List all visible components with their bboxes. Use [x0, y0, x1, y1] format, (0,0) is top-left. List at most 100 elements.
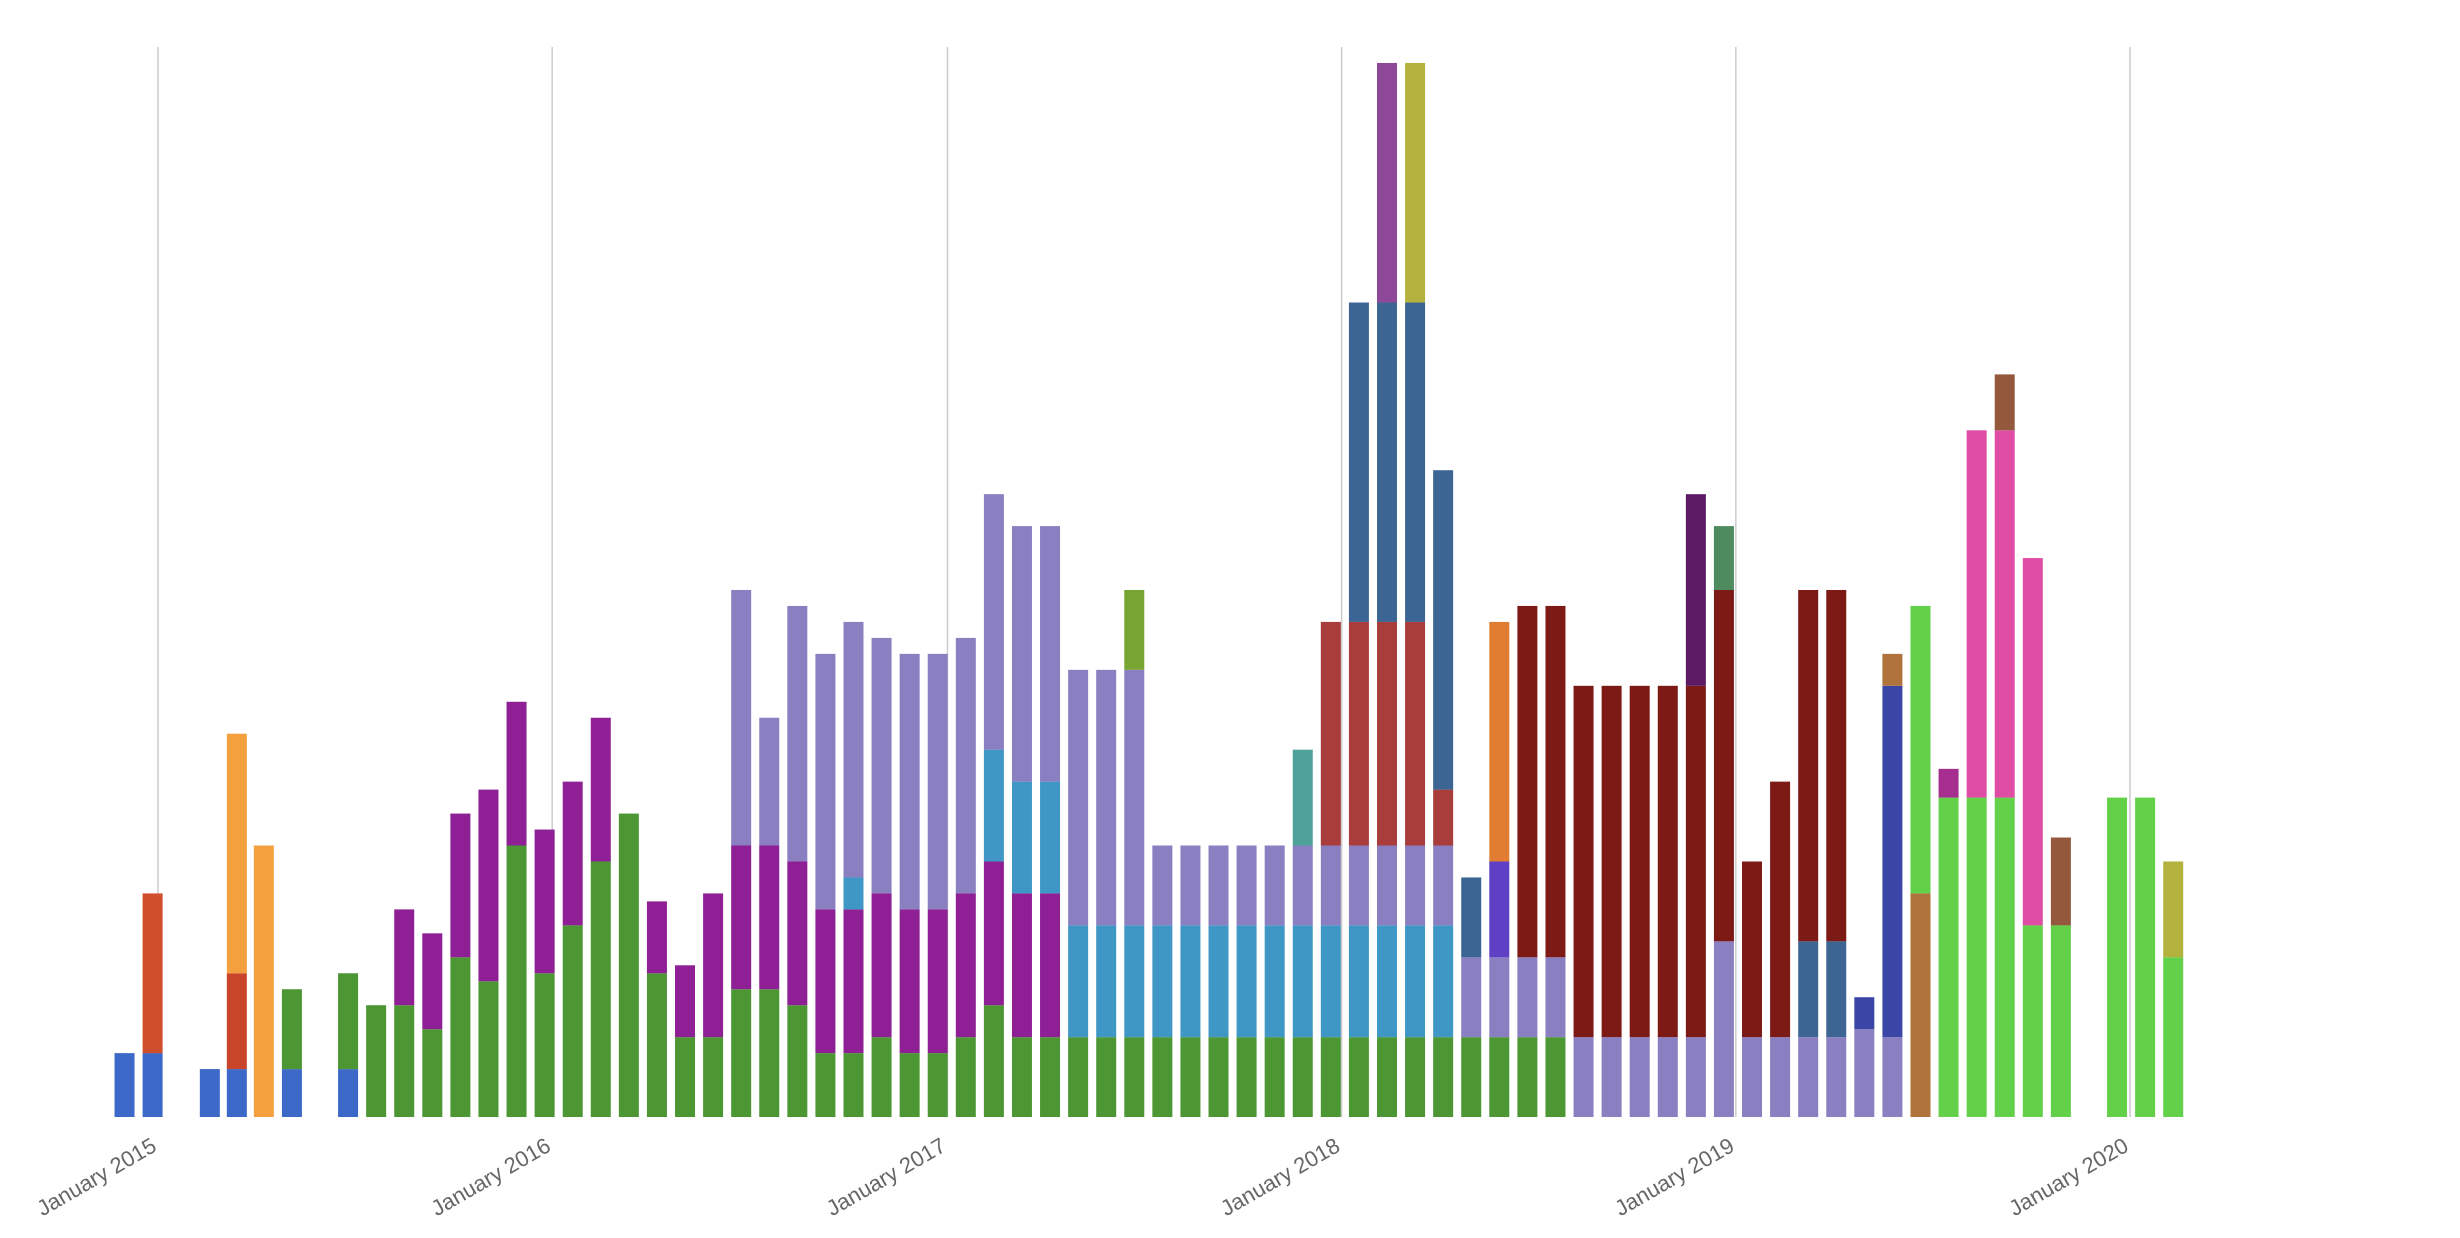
bar-segment[interactable] [1180, 1037, 1201, 1117]
bar-segment[interactable] [759, 989, 780, 1117]
bar-stack[interactable] [2050, 837, 2071, 1117]
bar-segment[interactable] [1152, 925, 1173, 1038]
bar-stack[interactable] [506, 701, 527, 1117]
bar-stack[interactable] [450, 813, 471, 1117]
bar-stack[interactable] [199, 1069, 220, 1117]
bar-stack[interactable] [955, 637, 976, 1117]
bar-stack[interactable] [562, 781, 583, 1117]
bar-stack[interactable] [1264, 845, 1285, 1117]
bar-segment[interactable] [394, 1005, 415, 1117]
bar-segment[interactable] [1068, 669, 1089, 926]
bar-segment[interactable] [927, 909, 948, 1054]
bar-stack[interactable] [281, 989, 302, 1117]
bar-segment[interactable] [1657, 1037, 1678, 1117]
bar-segment[interactable] [1938, 768, 1959, 798]
bar-segment[interactable] [646, 973, 667, 1117]
bar-stack[interactable] [478, 789, 499, 1117]
bar-stack[interactable] [1770, 781, 1791, 1117]
bar-segment[interactable] [1320, 925, 1341, 1038]
bar-segment[interactable] [534, 973, 555, 1117]
bar-stack[interactable] [1994, 374, 2015, 1117]
bar-segment[interactable] [1910, 605, 1931, 894]
bar-segment[interactable] [1461, 1037, 1482, 1117]
bar-segment[interactable] [1433, 845, 1454, 926]
bar-segment[interactable] [675, 1037, 696, 1117]
bar-segment[interactable] [226, 733, 247, 974]
bar-segment[interactable] [1826, 589, 1847, 942]
bar-segment[interactable] [1685, 685, 1706, 1038]
bar-segment[interactable] [759, 845, 780, 990]
bar-segment[interactable] [646, 901, 667, 974]
bar-stack[interactable] [1545, 605, 1566, 1117]
bar-segment[interactable] [815, 1053, 836, 1117]
bar-segment[interactable] [394, 909, 415, 1006]
bar-segment[interactable] [983, 1005, 1004, 1117]
bar-stack[interactable] [1601, 685, 1622, 1117]
bar-segment[interactable] [703, 1037, 724, 1117]
bar-segment[interactable] [1011, 781, 1032, 894]
bar-segment[interactable] [1545, 605, 1566, 958]
bar-segment[interactable] [1994, 430, 2015, 798]
bar-segment[interactable] [2022, 558, 2043, 926]
bar-segment[interactable] [590, 717, 611, 862]
bar-stack[interactable] [1629, 685, 1650, 1117]
bar-segment[interactable] [1601, 685, 1622, 1038]
bar-segment[interactable] [1152, 845, 1173, 926]
bar-segment[interactable] [562, 781, 583, 926]
bar-segment[interactable] [1798, 941, 1819, 1038]
bar-stack[interactable] [1657, 685, 1678, 1117]
bar-segment[interactable] [1376, 845, 1397, 926]
bar-segment[interactable] [1180, 925, 1201, 1038]
bar-segment[interactable] [1405, 845, 1426, 926]
bar-segment[interactable] [422, 933, 443, 1030]
bar-segment[interactable] [1348, 925, 1369, 1038]
bar-segment[interactable] [1854, 1029, 1875, 1117]
bar-segment[interactable] [618, 813, 639, 1117]
bar-segment[interactable] [815, 909, 836, 1054]
bar-segment[interactable] [1545, 957, 1566, 1038]
bar-segment[interactable] [1854, 997, 1875, 1030]
bar-stack[interactable] [1011, 526, 1032, 1117]
bar-segment[interactable] [1348, 302, 1369, 622]
bar-segment[interactable] [1040, 781, 1061, 894]
bar-segment[interactable] [1489, 861, 1510, 958]
bar-segment[interactable] [1040, 893, 1061, 1038]
bar-segment[interactable] [1320, 621, 1341, 846]
bar-segment[interactable] [506, 701, 527, 846]
bar-segment[interactable] [1826, 1037, 1847, 1117]
bar-segment[interactable] [675, 965, 696, 1038]
bar-segment[interactable] [1292, 845, 1313, 926]
bar-stack[interactable] [1966, 430, 1987, 1117]
bar-stack[interactable] [927, 653, 948, 1117]
bar-segment[interactable] [1376, 925, 1397, 1038]
bar-segment[interactable] [843, 909, 864, 1054]
bar-segment[interactable] [983, 749, 1004, 862]
bar-segment[interactable] [1433, 789, 1454, 846]
bar-segment[interactable] [703, 893, 724, 1038]
bar-segment[interactable] [199, 1069, 220, 1117]
bar-segment[interactable] [1068, 925, 1089, 1038]
bar-segment[interactable] [2050, 837, 2071, 926]
bar-stack[interactable] [338, 973, 359, 1117]
bar-segment[interactable] [422, 1029, 443, 1117]
bar-segment[interactable] [281, 1069, 302, 1117]
bar-stack[interactable] [1433, 470, 1454, 1117]
bar-segment[interactable] [955, 893, 976, 1038]
bar-segment[interactable] [1433, 470, 1454, 790]
bar-segment[interactable] [338, 1069, 359, 1117]
bar-segment[interactable] [1798, 1037, 1819, 1117]
bar-segment[interactable] [1742, 1037, 1763, 1117]
bar-stack[interactable] [1742, 861, 1763, 1117]
bar-segment[interactable] [281, 989, 302, 1070]
bar-stack[interactable] [1910, 605, 1931, 1117]
bar-segment[interactable] [871, 893, 892, 1038]
bar-stack[interactable] [1236, 845, 1257, 1117]
bar-segment[interactable] [1264, 845, 1285, 926]
bar-segment[interactable] [1713, 526, 1734, 590]
bar-stack[interactable] [731, 589, 752, 1117]
bar-stack[interactable] [871, 637, 892, 1117]
bar-stack[interactable] [1517, 605, 1538, 1117]
bar-segment[interactable] [338, 973, 359, 1070]
bar-segment[interactable] [955, 1037, 976, 1117]
bar-segment[interactable] [1433, 925, 1454, 1038]
